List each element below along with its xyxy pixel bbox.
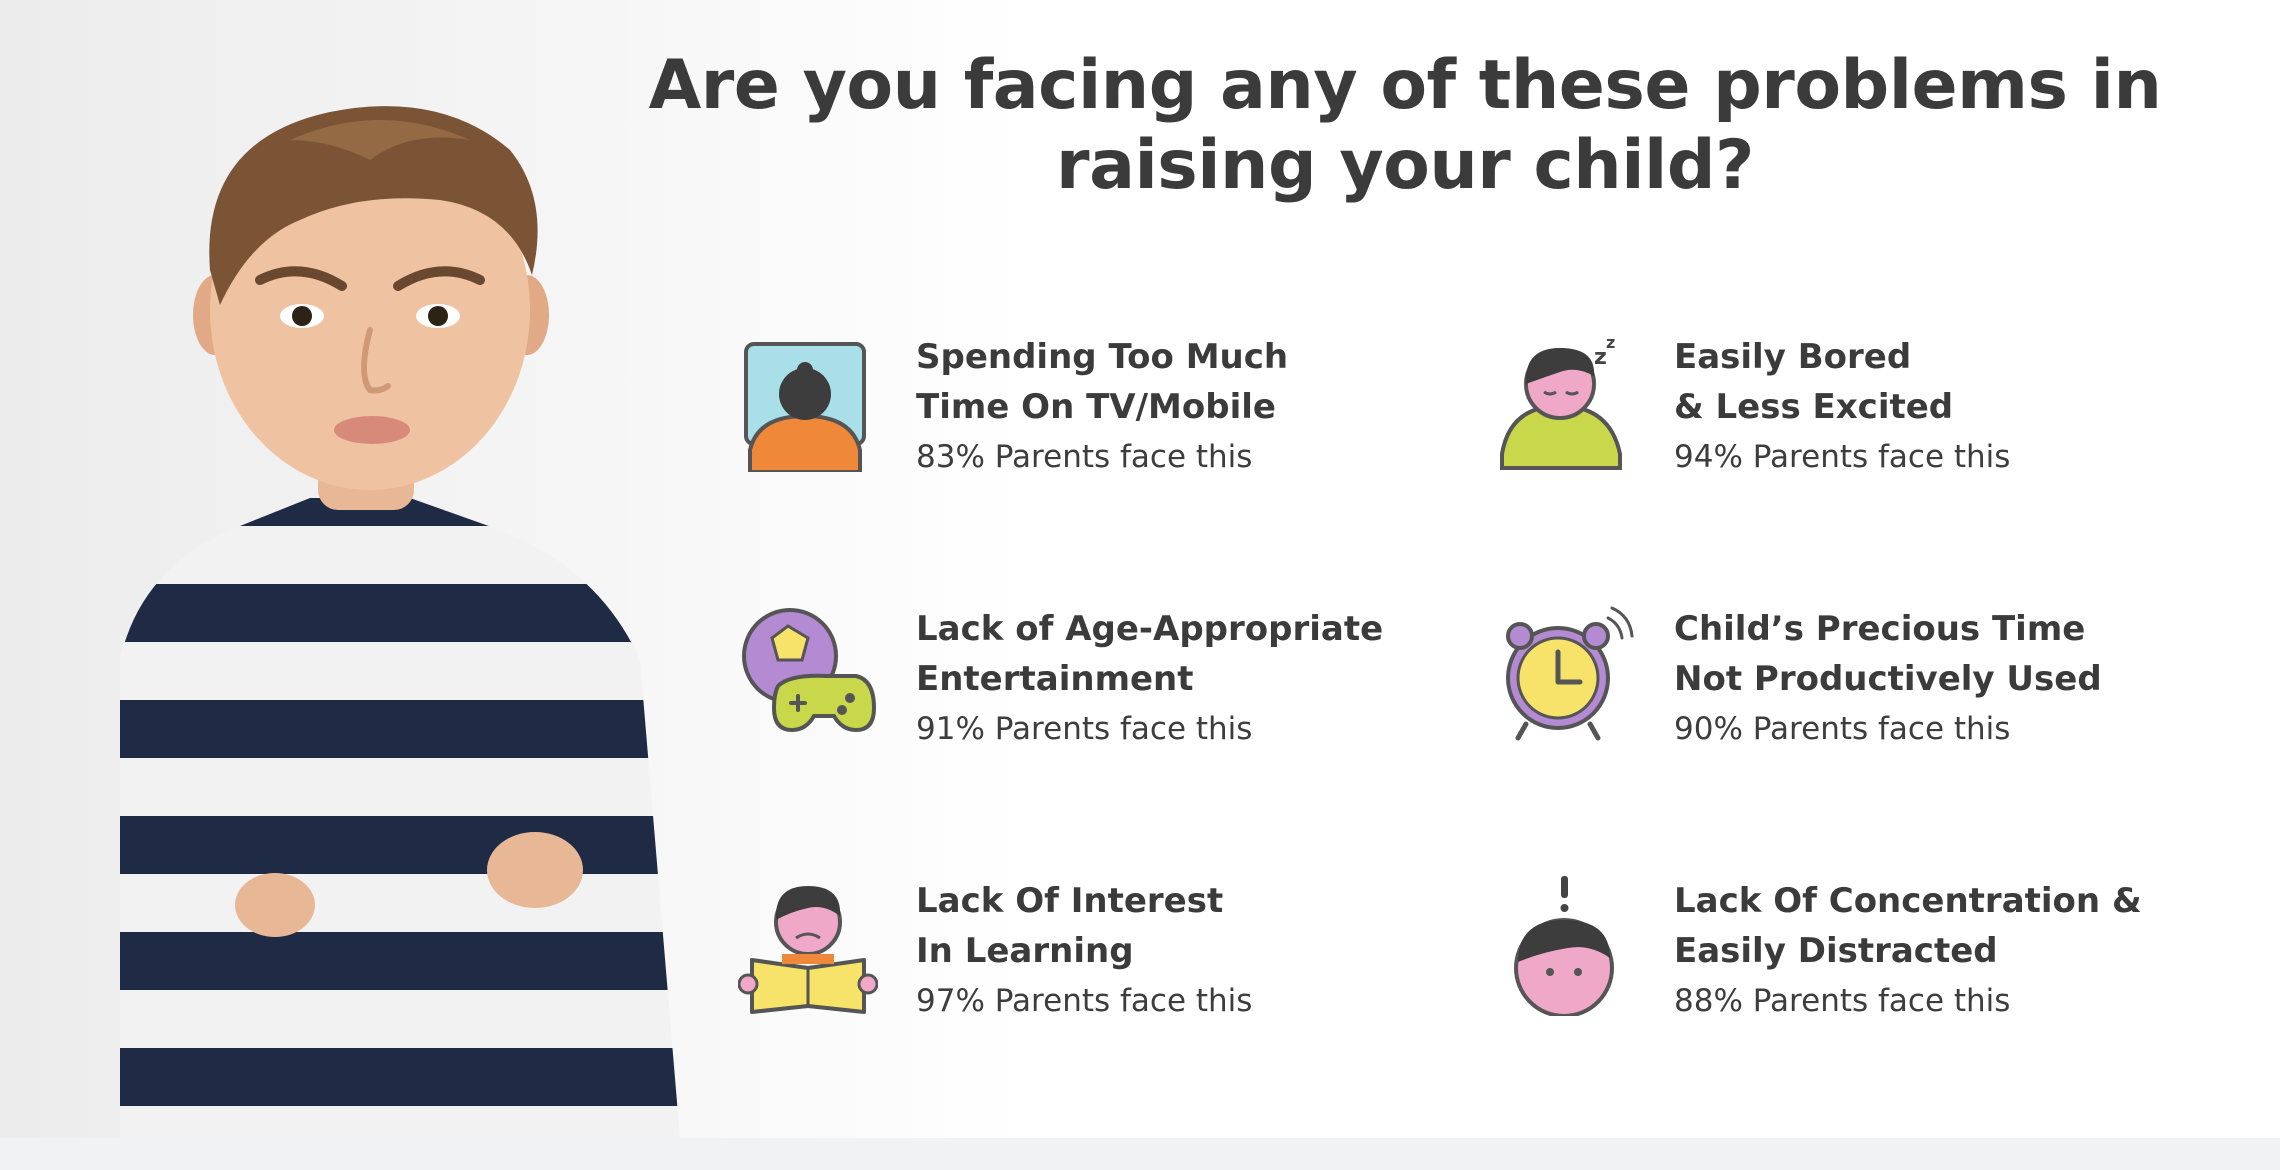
problem-title-line: Lack Of Concentration & [1674,881,2142,921]
bored-child-icon: z z [1500,333,1622,470]
problem-item-precious-time: Child’s Precious Time Not Productively U… [1496,604,2216,747]
problem-title-line: Easily Bored [1674,337,1912,377]
svg-text:z: z [1594,345,1607,370]
svg-text:z: z [1606,333,1615,352]
problem-stat: 88% Parents face this [1674,983,2011,1019]
page-title-line-1: Are you facing any of these problems in [648,46,2162,125]
problem-title-line: Time On TV/Mobile [916,387,1276,427]
problem-stat: 97% Parents face this [916,983,1253,1019]
problem-title-line: In Learning [916,931,1134,971]
ball-gamepad-icon [742,608,877,733]
problem-stat: 94% Parents face this [1674,439,2011,475]
distracted-child-icon [1514,876,1614,1016]
problem-stat: 90% Parents face this [1674,711,2011,747]
problem-title-line: Spending Too Much [916,337,1289,377]
footer-strip [0,1138,2280,1170]
problem-title-line: Lack Of Interest [916,881,1224,921]
alarm-clock-icon [1506,606,1634,741]
problem-title-line: & Less Excited [1674,387,1954,427]
page-title: Are you facing any of these problems in … [640,46,2170,206]
problem-stat: 83% Parents face this [916,439,1253,475]
problem-title-line: Easily Distracted [1674,931,1998,971]
tv-screen-icon [744,342,866,472]
child-photo [120,106,680,1138]
problem-stat: 91% Parents face this [916,711,1253,747]
problem-title-line: Child’s Precious Time [1674,609,2086,649]
problem-title-line: Not Productively Used [1674,659,2102,699]
page-title-line-2: raising your child? [1056,126,1754,205]
problem-title-line: Lack of Age-Appropriate [916,609,1384,649]
problem-item-easily-bored: z z Easily Bored & Less Excited 94% Pare… [1496,332,2216,475]
reading-child-icon [738,886,878,1014]
problem-item-screen-time: Spending Too Much Time On TV/Mobile 83% … [738,332,1458,475]
problem-item-entertainment: Lack of Age-Appropriate Entertainment 91… [738,604,1458,747]
problem-title-line: Entertainment [916,659,1194,699]
problem-item-concentration: Lack Of Concentration & Easily Distracte… [1496,876,2216,1019]
problem-item-interest-learning: Lack Of Interest In Learning 97% Parents… [738,876,1458,1019]
